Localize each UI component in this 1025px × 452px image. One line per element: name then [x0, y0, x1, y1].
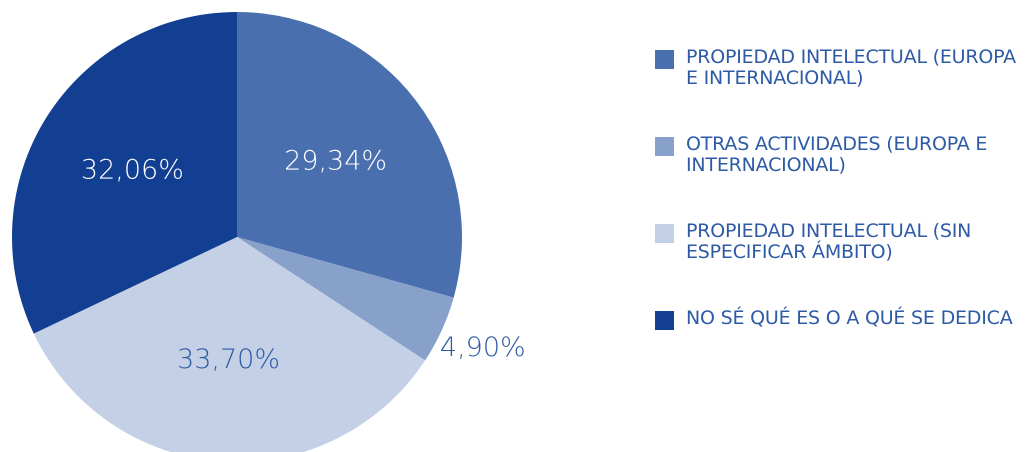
- data-label: 32,06%: [81, 154, 184, 185]
- legend-item: NO SÉ QUÉ ES O A QUÉ SE DEDICA: [655, 308, 1020, 395]
- legend-label: NO SÉ QUÉ ES O A QUÉ SE DEDICA: [686, 307, 1013, 329]
- legend: PROPIEDAD INTELECTUAL (EUROPA E INTERNAC…: [655, 47, 1020, 395]
- legend-swatch: [655, 50, 674, 69]
- data-label: 4,90%: [440, 332, 526, 363]
- legend-item: PROPIEDAD INTELECTUAL (EUROPA E INTERNAC…: [655, 47, 1020, 134]
- data-label: 33,70%: [177, 344, 280, 375]
- legend-item: PROPIEDAD INTELECTUAL (SIN ESPECIFICAR Á…: [655, 221, 1020, 308]
- legend-label: OTRAS ACTIVIDADES (EUROPA E INTERNACIONA…: [686, 133, 988, 176]
- legend-label: PROPIEDAD INTELECTUAL (EUROPA E INTERNAC…: [686, 46, 1016, 89]
- legend-swatch: [655, 224, 674, 243]
- pie: 29,34% 4,90% 33,70% 32,06%: [11, 12, 526, 452]
- pie-slice: [237, 12, 462, 298]
- legend-swatch: [655, 137, 674, 156]
- pie-slice: [33, 237, 426, 452]
- data-label: 29,34%: [284, 146, 387, 177]
- legend-item: OTRAS ACTIVIDADES (EUROPA E INTERNACIONA…: [655, 134, 1020, 221]
- legend-swatch: [655, 311, 674, 330]
- pie-slice: [237, 237, 454, 361]
- pie-slice: [11, 12, 237, 334]
- legend-label: PROPIEDAD INTELECTUAL (SIN ESPECIFICAR Á…: [686, 220, 972, 263]
